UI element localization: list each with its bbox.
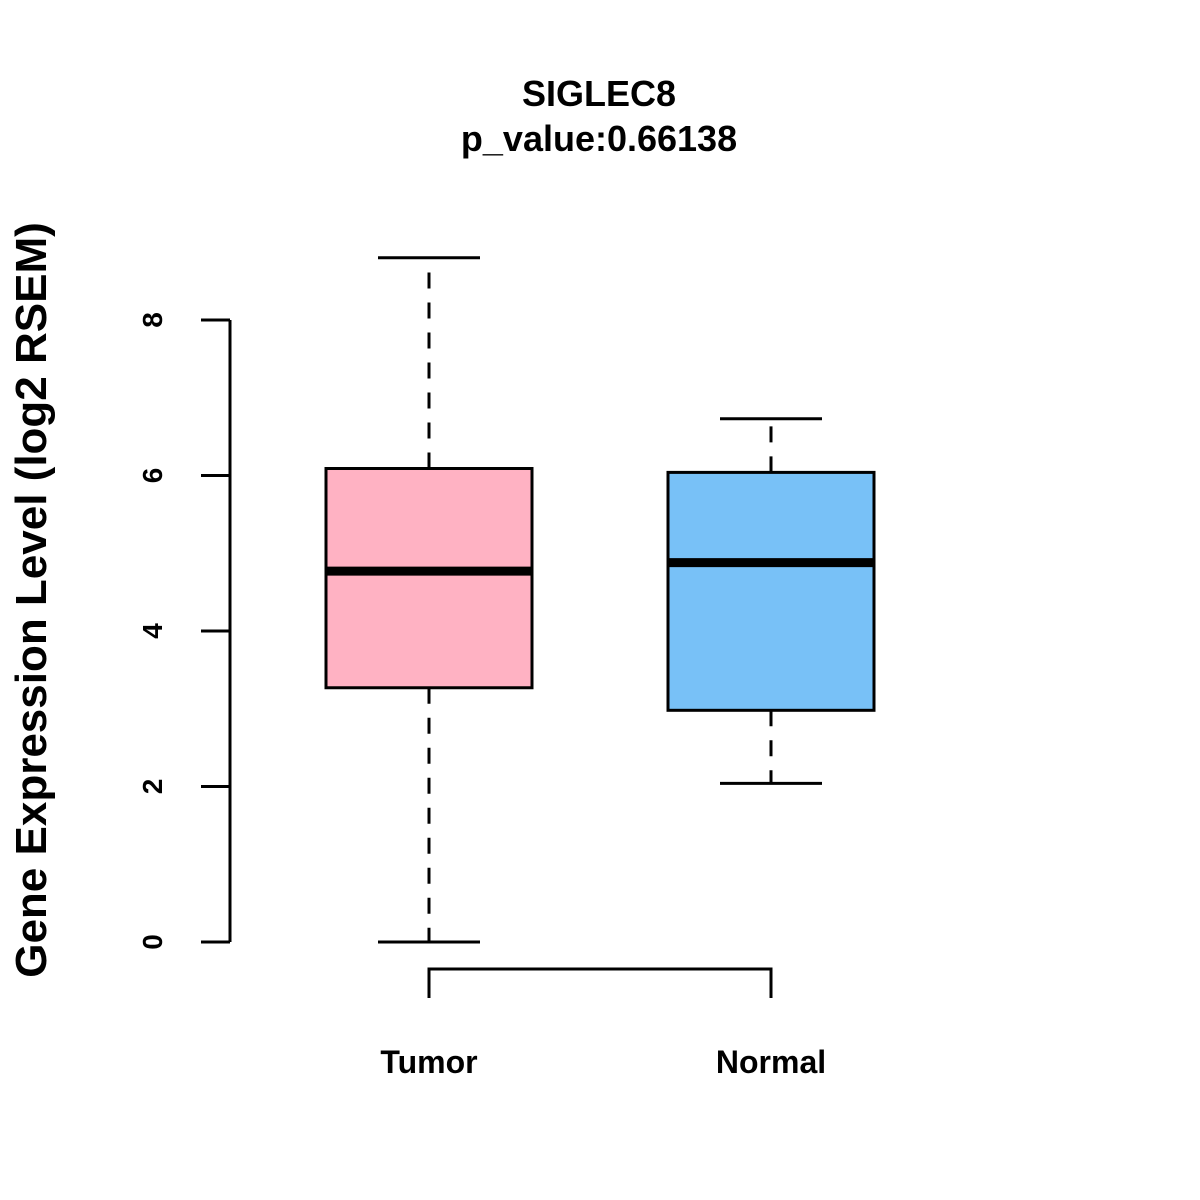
iqr-box (666, 470, 876, 712)
y-axis-label: Gene Expression Level (log2 RSEM) (7, 222, 56, 978)
comparison-bracket (427, 967, 773, 998)
group-labels: Tumor Normal (380, 1044, 826, 1080)
bracket-line (427, 967, 773, 998)
chart-title: SIGLEC8 (522, 73, 676, 114)
x-label-tumor: Tumor (380, 1044, 477, 1080)
y-tick-label: 6 (137, 468, 168, 484)
y-tick-label: 8 (137, 312, 168, 328)
boxes (324, 256, 876, 944)
box-normal (666, 417, 876, 785)
y-tick-label: 4 (137, 623, 168, 639)
x-label-normal: Normal (716, 1044, 826, 1080)
box-tumor (324, 256, 534, 944)
y-tick-label: 0 (137, 934, 168, 950)
chart-subtitle: p_value:0.66138 (461, 118, 737, 159)
y-tick-label: 2 (137, 779, 168, 795)
y-axis: 0 2 4 6 8 (137, 312, 232, 950)
iqr-box (324, 467, 534, 690)
